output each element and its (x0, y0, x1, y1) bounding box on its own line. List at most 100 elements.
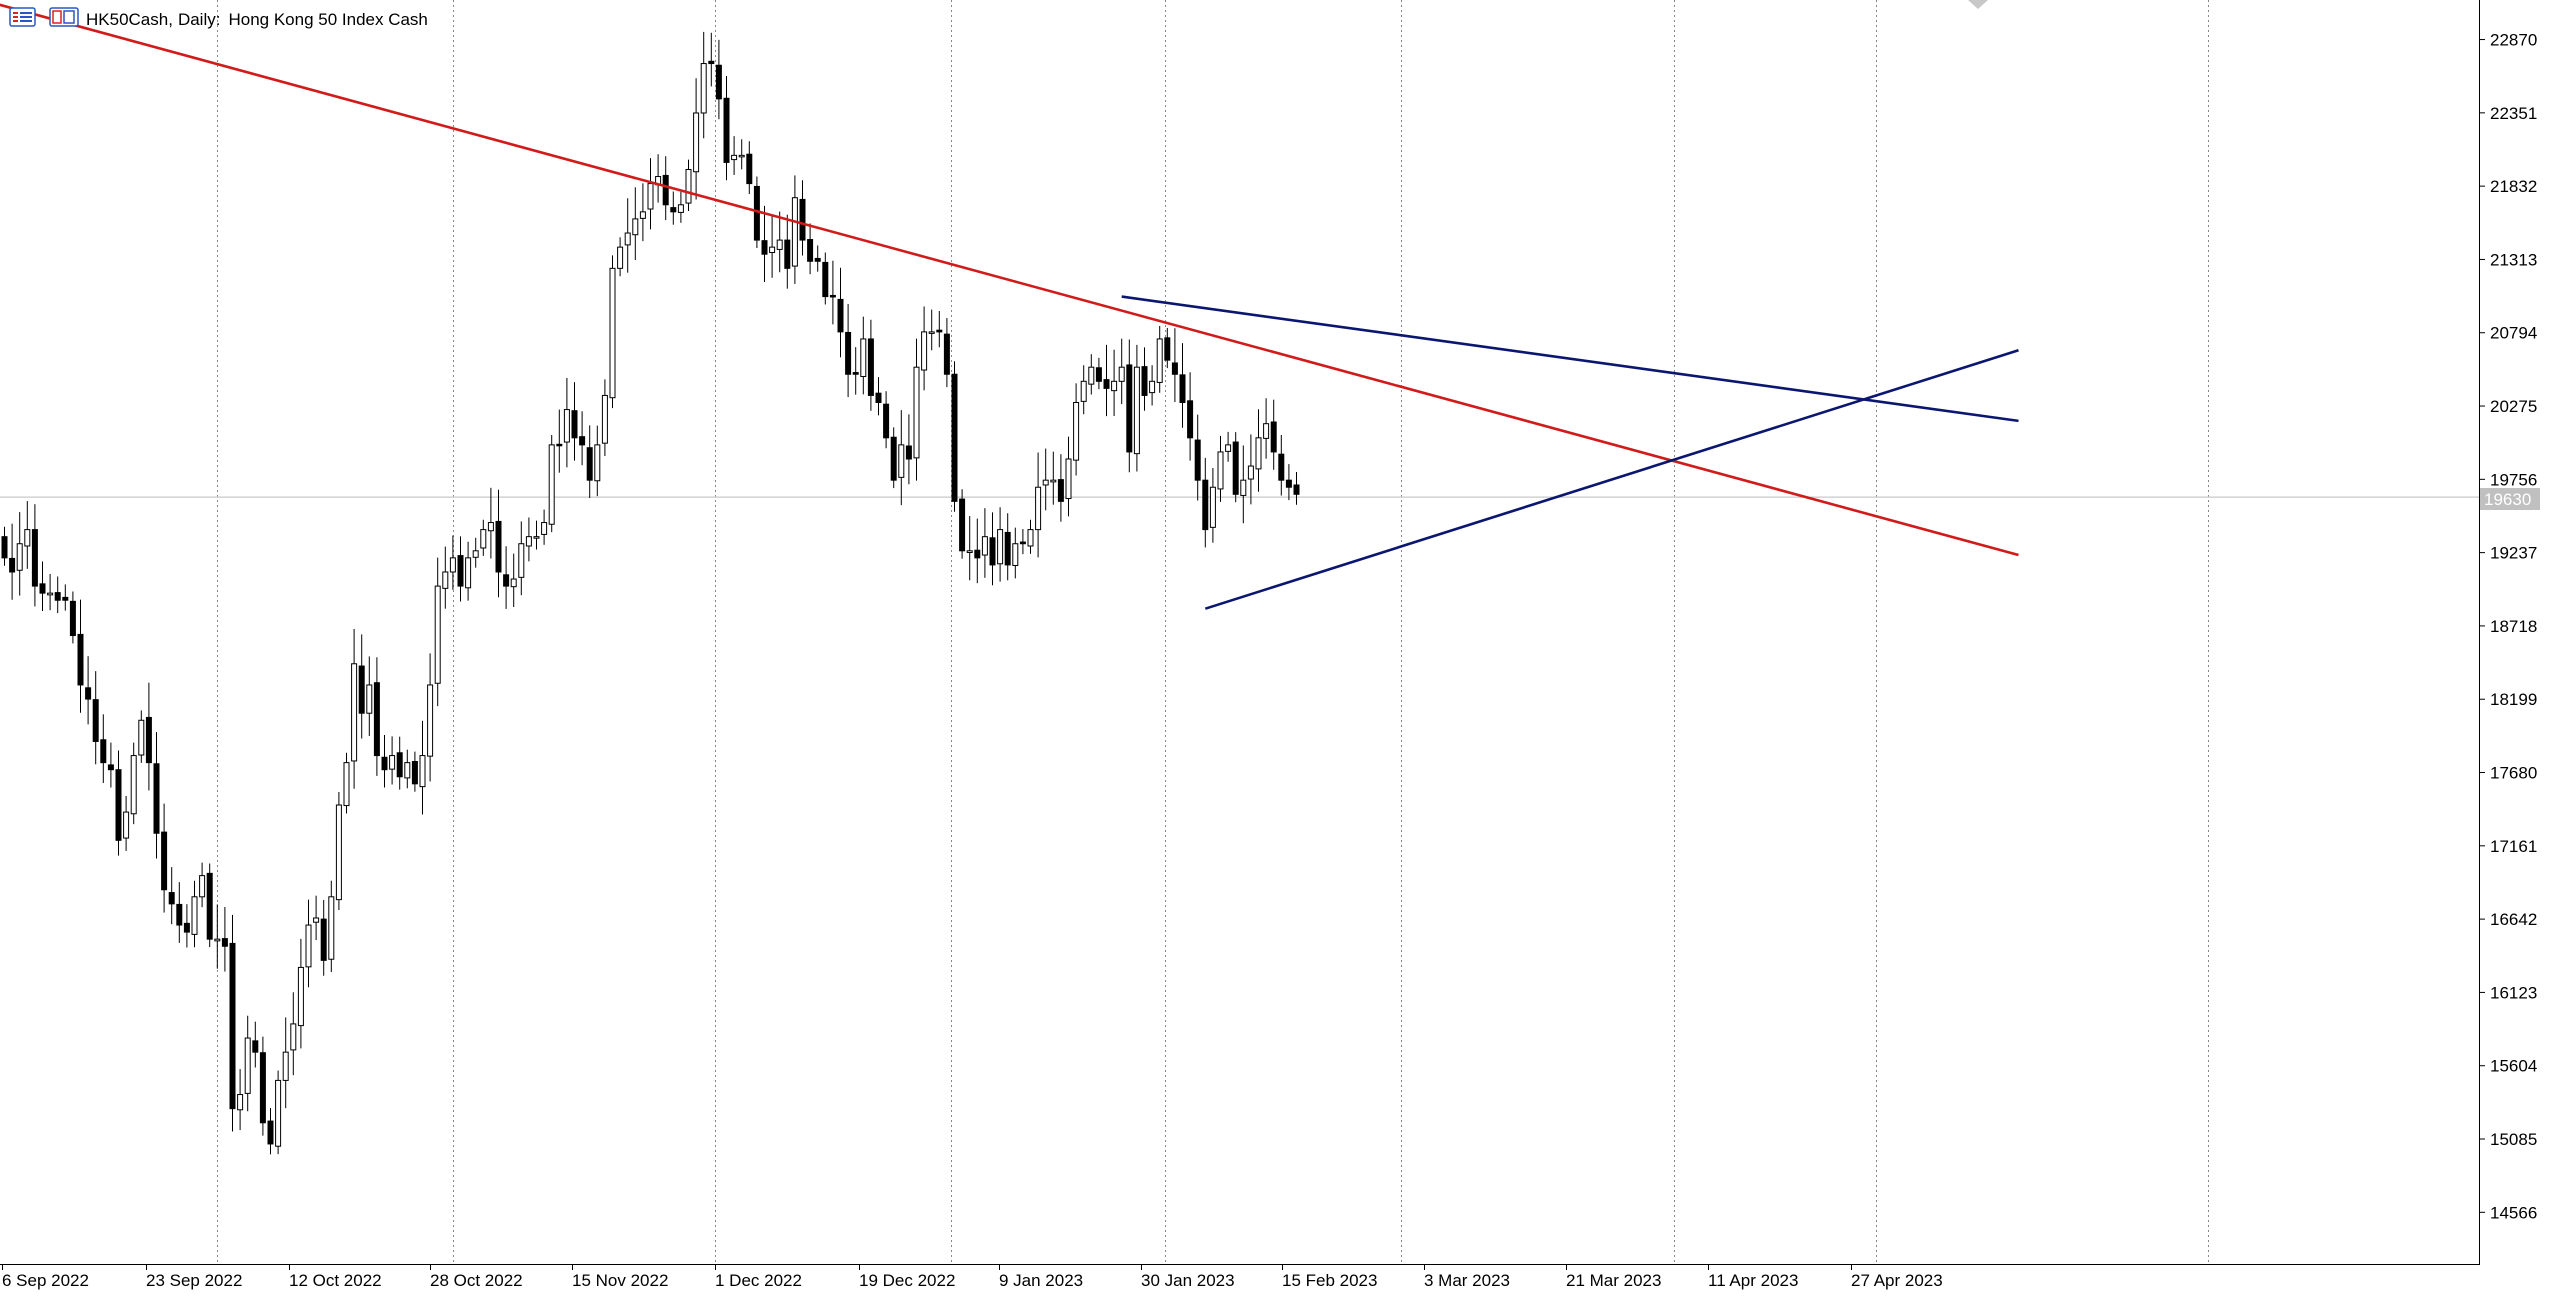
candle[interactable] (24, 501, 31, 569)
candle[interactable] (769, 215, 776, 278)
candle[interactable] (1164, 327, 1171, 369)
candle[interactable] (928, 309, 935, 351)
candle[interactable] (624, 198, 631, 273)
candle[interactable] (191, 880, 198, 948)
candle[interactable] (677, 191, 684, 223)
candle[interactable] (518, 521, 525, 596)
candle[interactable] (366, 656, 373, 737)
candle[interactable] (1065, 436, 1072, 517)
candle[interactable] (1035, 452, 1042, 558)
candle[interactable] (715, 39, 722, 120)
candle[interactable] (959, 489, 966, 559)
candle[interactable] (229, 914, 236, 1132)
candle[interactable] (617, 237, 624, 277)
candle[interactable] (738, 139, 745, 170)
candle[interactable] (1187, 372, 1194, 461)
candle[interactable] (343, 752, 350, 814)
candle[interactable] (913, 338, 920, 481)
candle[interactable] (1141, 347, 1148, 411)
candle[interactable] (457, 536, 464, 602)
candle[interactable] (548, 434, 555, 533)
candle[interactable] (647, 158, 654, 230)
candle[interactable] (776, 211, 783, 273)
candle[interactable] (822, 252, 829, 305)
candle[interactable] (259, 1036, 266, 1136)
candle[interactable] (814, 245, 821, 272)
candle[interactable] (563, 377, 570, 468)
candle[interactable] (1095, 357, 1102, 390)
candle[interactable] (1042, 448, 1049, 511)
candle[interactable] (130, 742, 137, 825)
candle[interactable] (936, 310, 943, 348)
candle[interactable] (799, 180, 806, 256)
candle[interactable] (168, 867, 175, 925)
candle[interactable] (943, 318, 950, 388)
candle[interactable] (981, 508, 988, 578)
candle[interactable] (974, 518, 981, 584)
candle[interactable] (1171, 328, 1178, 403)
candle[interactable] (1, 526, 8, 566)
candle[interactable] (100, 714, 107, 783)
candle[interactable] (837, 267, 844, 358)
candle[interactable] (335, 792, 342, 911)
candle[interactable] (389, 736, 396, 785)
candle[interactable] (1156, 325, 1163, 393)
candle[interactable] (1270, 399, 1277, 470)
candle[interactable] (411, 751, 418, 792)
candle[interactable] (161, 803, 168, 913)
candle[interactable] (1057, 454, 1064, 522)
candle[interactable] (1012, 527, 1019, 579)
candle[interactable] (1247, 434, 1254, 505)
trendlines[interactable] (0, 0, 2019, 610)
candle[interactable] (662, 156, 669, 221)
candle[interactable] (123, 795, 130, 851)
candle[interactable] (449, 535, 456, 590)
blue-trendline[interactable] (1204, 349, 2019, 610)
candle[interactable] (1179, 343, 1186, 428)
candle[interactable] (829, 260, 836, 325)
candle[interactable] (845, 303, 852, 398)
candle[interactable] (54, 576, 61, 614)
candle[interactable] (244, 1015, 251, 1112)
candlesticks[interactable] (1, 31, 1300, 1155)
candle[interactable] (107, 742, 114, 788)
candle[interactable] (852, 347, 859, 395)
candle[interactable] (275, 1070, 282, 1155)
candle[interactable] (883, 391, 890, 449)
candle[interactable] (237, 1069, 244, 1131)
candle[interactable] (731, 136, 738, 175)
candle[interactable] (867, 319, 874, 411)
candle[interactable] (503, 546, 510, 609)
candle[interactable] (214, 904, 221, 969)
candle[interactable] (115, 750, 122, 856)
candle[interactable] (434, 557, 441, 707)
candle[interactable] (860, 316, 867, 395)
candle[interactable] (1232, 432, 1239, 503)
price-axis[interactable]: 22870 22351 21832 21313 20794 20275 19756 19237… (2480, 31, 2537, 1223)
candle[interactable] (1255, 409, 1262, 492)
candle[interactable] (905, 414, 912, 485)
time-axis[interactable]: 6 Sep 2022 23 Sep 2022 12 Oct 2022 28 Oct 2… (2, 1265, 1943, 1290)
candle[interactable] (328, 880, 335, 973)
candle[interactable] (442, 546, 449, 609)
candle[interactable] (898, 410, 905, 506)
candle[interactable] (700, 31, 707, 139)
candle[interactable] (1149, 365, 1156, 406)
candle[interactable] (9, 523, 16, 600)
candle[interactable] (1103, 344, 1110, 417)
candle[interactable] (685, 159, 692, 211)
candle[interactable] (1050, 451, 1057, 505)
candle[interactable] (510, 553, 517, 608)
candle[interactable] (1118, 338, 1125, 405)
candle[interactable] (381, 734, 388, 788)
candle[interactable] (997, 507, 1004, 582)
candle[interactable] (39, 561, 46, 612)
candle[interactable] (1004, 513, 1011, 581)
candle[interactable] (145, 682, 152, 791)
candle[interactable] (404, 749, 411, 789)
candle[interactable] (62, 584, 69, 611)
menu-icon[interactable] (9, 7, 36, 27)
blue-trendline[interactable] (1121, 295, 2019, 423)
candle[interactable] (594, 425, 601, 497)
